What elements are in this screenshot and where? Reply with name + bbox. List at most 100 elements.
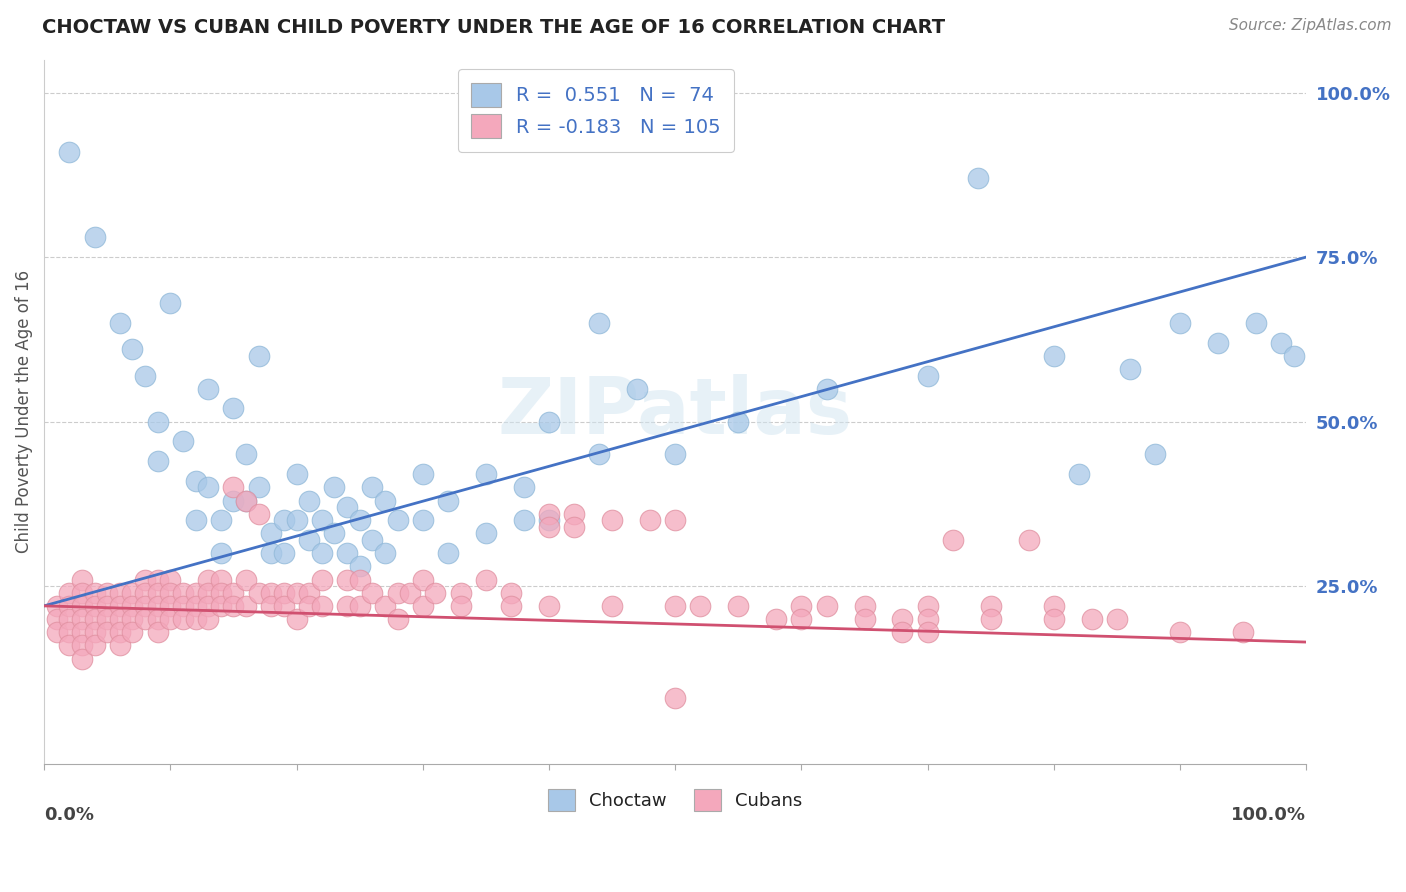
Point <box>1232 625 1254 640</box>
Point <box>387 513 409 527</box>
Point <box>159 585 181 599</box>
Point <box>96 625 118 640</box>
Point <box>891 625 914 640</box>
Point <box>588 448 610 462</box>
Point <box>311 599 333 613</box>
Point <box>260 546 283 560</box>
Point <box>146 625 169 640</box>
Point <box>501 599 523 613</box>
Point <box>450 585 472 599</box>
Point <box>537 520 560 534</box>
Point <box>765 612 787 626</box>
Point <box>917 625 939 640</box>
Point <box>664 448 686 462</box>
Point <box>134 599 156 613</box>
Text: 100.0%: 100.0% <box>1232 806 1306 824</box>
Point <box>361 480 384 494</box>
Point <box>83 585 105 599</box>
Point <box>298 493 321 508</box>
Point <box>336 599 359 613</box>
Point <box>336 573 359 587</box>
Point <box>967 171 990 186</box>
Point <box>501 585 523 599</box>
Point <box>209 573 232 587</box>
Point <box>311 513 333 527</box>
Point <box>626 382 648 396</box>
Point <box>197 573 219 587</box>
Point <box>134 573 156 587</box>
Point <box>1118 362 1140 376</box>
Point <box>235 599 257 613</box>
Point <box>235 493 257 508</box>
Point <box>387 612 409 626</box>
Point <box>562 507 585 521</box>
Point <box>323 480 346 494</box>
Point <box>815 382 838 396</box>
Point <box>146 612 169 626</box>
Text: CHOCTAW VS CUBAN CHILD POVERTY UNDER THE AGE OF 16 CORRELATION CHART: CHOCTAW VS CUBAN CHILD POVERTY UNDER THE… <box>42 18 945 37</box>
Point <box>298 533 321 547</box>
Point <box>121 625 143 640</box>
Point <box>727 415 749 429</box>
Point <box>689 599 711 613</box>
Point <box>134 585 156 599</box>
Point <box>311 573 333 587</box>
Point <box>412 467 434 482</box>
Point <box>121 612 143 626</box>
Point <box>891 612 914 626</box>
Point <box>260 585 283 599</box>
Point <box>108 599 131 613</box>
Point <box>1282 349 1305 363</box>
Point <box>387 585 409 599</box>
Point <box>247 480 270 494</box>
Point <box>664 599 686 613</box>
Point <box>361 585 384 599</box>
Point <box>260 599 283 613</box>
Point <box>349 573 371 587</box>
Point <box>184 585 207 599</box>
Point <box>184 599 207 613</box>
Point <box>349 559 371 574</box>
Point <box>537 415 560 429</box>
Point <box>727 599 749 613</box>
Point <box>600 513 623 527</box>
Point <box>260 526 283 541</box>
Point <box>374 493 396 508</box>
Point <box>980 599 1002 613</box>
Point <box>222 493 245 508</box>
Point <box>83 625 105 640</box>
Point <box>273 585 295 599</box>
Point <box>790 612 813 626</box>
Point <box>83 612 105 626</box>
Point <box>285 585 308 599</box>
Point <box>197 585 219 599</box>
Point <box>512 513 534 527</box>
Point <box>1105 612 1128 626</box>
Point <box>70 573 93 587</box>
Point <box>285 612 308 626</box>
Point <box>209 599 232 613</box>
Point <box>437 546 460 560</box>
Point <box>146 573 169 587</box>
Point <box>247 349 270 363</box>
Point <box>475 526 498 541</box>
Point <box>45 625 67 640</box>
Point <box>311 546 333 560</box>
Point <box>235 448 257 462</box>
Point <box>562 520 585 534</box>
Point <box>197 599 219 613</box>
Point <box>108 316 131 330</box>
Point <box>159 296 181 310</box>
Point <box>336 546 359 560</box>
Point <box>172 585 194 599</box>
Point <box>512 480 534 494</box>
Text: Source: ZipAtlas.com: Source: ZipAtlas.com <box>1229 18 1392 33</box>
Point <box>298 585 321 599</box>
Point <box>273 546 295 560</box>
Point <box>121 599 143 613</box>
Point <box>664 691 686 706</box>
Point <box>146 454 169 468</box>
Point <box>96 585 118 599</box>
Point <box>70 638 93 652</box>
Point <box>134 368 156 383</box>
